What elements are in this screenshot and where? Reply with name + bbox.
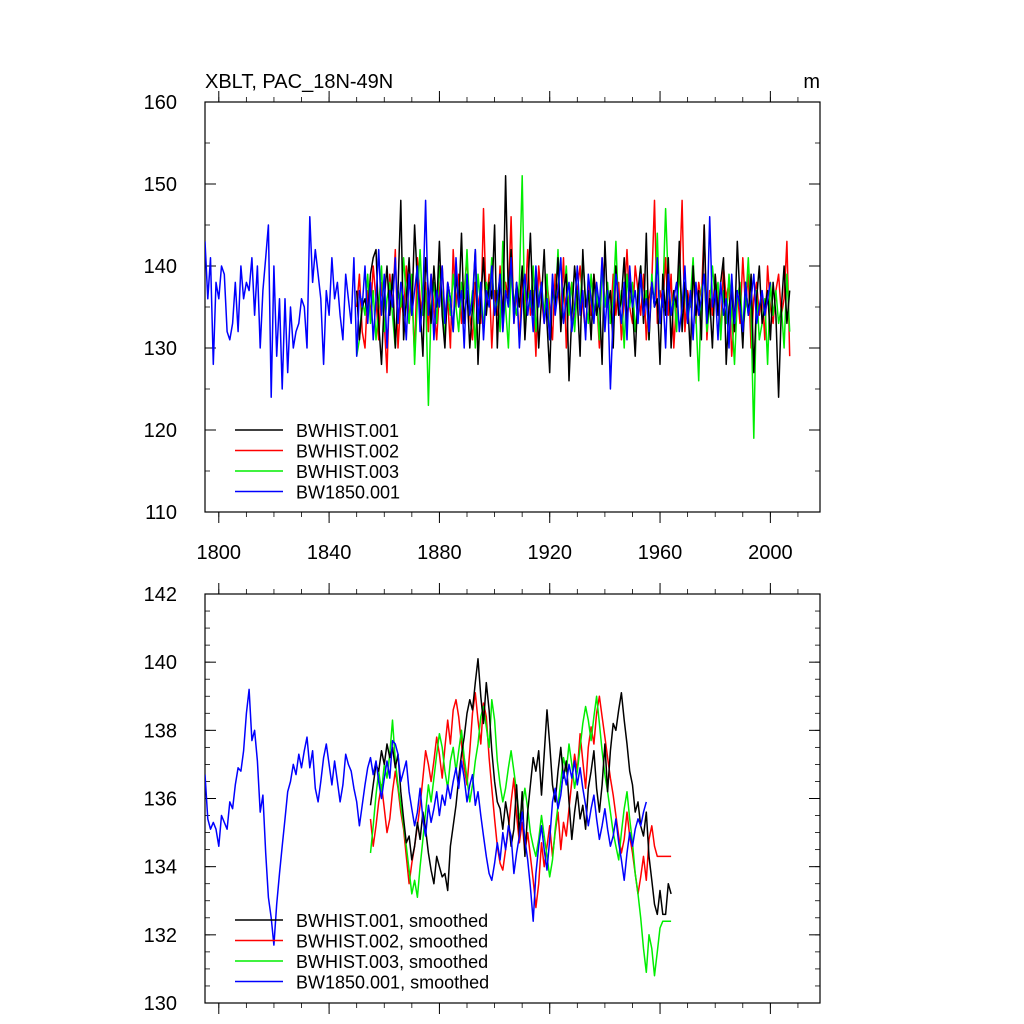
units-label: m — [803, 71, 820, 93]
y-tick-label: 130 — [144, 993, 177, 1015]
series-line-bwhist-001-smoothed — [369, 658, 672, 916]
legend-label: BWHIST.001 — [296, 421, 399, 441]
series-line-bwhist-003 — [355, 175, 791, 439]
series-line-bwhist-001 — [355, 175, 791, 398]
top-panel: 110 120 130 140 150 160 1800 1840 1880 1920 1960 20… — [144, 71, 821, 564]
y-tick-label: 110 — [145, 502, 177, 524]
x-tick-label: 2000 — [748, 542, 793, 564]
y-tick-label: 136 — [144, 789, 177, 811]
y-tick-label: 140 — [144, 652, 177, 674]
y-tick-label: 120 — [144, 420, 177, 442]
y-tick-label: 134 — [144, 857, 177, 879]
y-tick-label: 138 — [144, 720, 177, 742]
y-tick-label: 142 — [144, 584, 177, 606]
series-line-bw1850-001 — [205, 199, 772, 398]
chart-title: XBLT, PAC_18N-49N — [205, 71, 393, 93]
y-tick-label: 132 — [144, 925, 177, 947]
x-tick-label: 1880 — [417, 542, 462, 564]
legend-label: BWHIST.002, smoothed — [296, 932, 488, 952]
y-tick-label: 150 — [144, 174, 177, 196]
y-tick-label: 140 — [144, 256, 177, 278]
x-tick-label: 1800 — [197, 542, 242, 564]
legend-label: BWHIST.003, smoothed — [296, 952, 488, 972]
x-tick-label: 1920 — [527, 542, 572, 564]
x-tick-label: 1840 — [307, 542, 352, 564]
x-tick-label: 1960 — [638, 542, 683, 564]
y-tick-label: 130 — [144, 338, 177, 360]
legend-label: BW1850.001, smoothed — [296, 973, 489, 993]
legend-label: BW1850.001 — [296, 483, 400, 503]
legend-label: BWHIST.002 — [296, 442, 399, 462]
legend-label: BWHIST.001, smoothed — [296, 911, 488, 931]
y-tick-label: 160 — [144, 92, 177, 114]
series-line-bw1850-001-smoothed — [205, 688, 648, 946]
bottom-panel: 130 132 134 136 138 140 142 BWHIST.001, smoothe… — [144, 583, 821, 1015]
legend-label: BWHIST.003 — [296, 462, 399, 482]
